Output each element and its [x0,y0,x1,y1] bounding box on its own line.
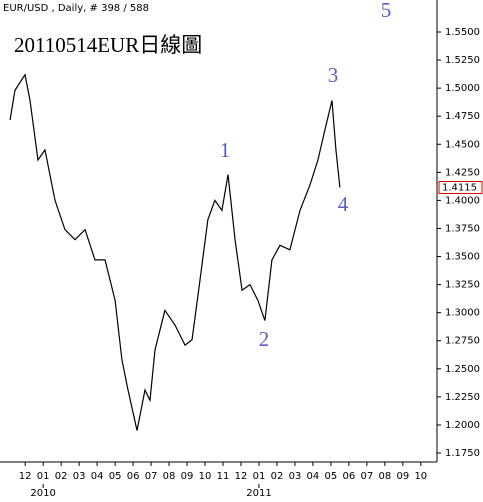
y-tick-label: 1.5250 [445,55,480,66]
y-tick-label: 1.5500 [445,27,480,38]
last-price-label: 1.4115 [442,182,477,193]
last-price-box [438,180,483,194]
x-tick-label: 04 [307,471,320,482]
wave-label: 1 [220,138,231,162]
y-tick-label: 1.4750 [445,111,480,122]
y-tick-label: 1.1750 [445,448,480,459]
x-tick-label: 10 [414,471,427,482]
x-tick-label: 01 [37,471,50,482]
chart-title: 20110514EUR日線圖 [14,33,202,57]
year-label: 2010 [30,488,55,499]
header: EUR/USD , Daily, # 398 / 588 [3,3,149,14]
y-tick-label: 1.3750 [445,223,480,234]
y-tick-label: 1.4000 [445,195,480,206]
wave-label: 4 [338,192,349,216]
x-tick-label: 06 [127,471,140,482]
y-tick-label: 1.3250 [445,280,480,291]
x-tick-label: 11 [217,471,230,482]
y-tick-label: 1.2000 [445,420,480,431]
x-tick-label: 03 [73,471,86,482]
year-label: 2011 [246,488,271,499]
x-tick-label: 04 [91,471,104,482]
y-tick-label: 1.3000 [445,308,480,319]
x-tick-label: 02 [271,471,284,482]
y-tick-label: 1.5000 [445,83,480,94]
wave-label: 3 [328,63,339,87]
y-tick-label: 1.3500 [445,252,480,263]
x-tick-label: 12 [235,471,248,482]
wave-label: 5 [381,0,392,22]
y-tick-label: 1.2750 [445,336,480,347]
x-tick-label: 12 [19,471,32,482]
x-tick-label: 03 [289,471,302,482]
x-tick-label: 08 [163,471,176,482]
y-tick-label: 1.4500 [445,139,480,150]
x-tick-label: 10 [199,471,212,482]
x-tick-label: 01 [253,471,266,482]
y-tick-label: 1.2500 [445,364,480,375]
x-tick-label: 07 [360,471,373,482]
x-tick-label: 06 [343,471,356,482]
price-line [9,73,341,431]
x-tick-label: 02 [55,471,68,482]
x-tick-label: 09 [181,471,194,482]
x-tick-label: 05 [325,471,338,482]
wave-label: 2 [259,327,270,351]
y-tick-label: 1.2250 [445,392,480,403]
x-tick-label: 08 [378,471,391,482]
x-tick-label: 09 [396,471,409,482]
y-tick-label: 1.4250 [445,167,480,178]
x-tick-label: 05 [109,471,122,482]
x-tick-label: 07 [145,471,158,482]
